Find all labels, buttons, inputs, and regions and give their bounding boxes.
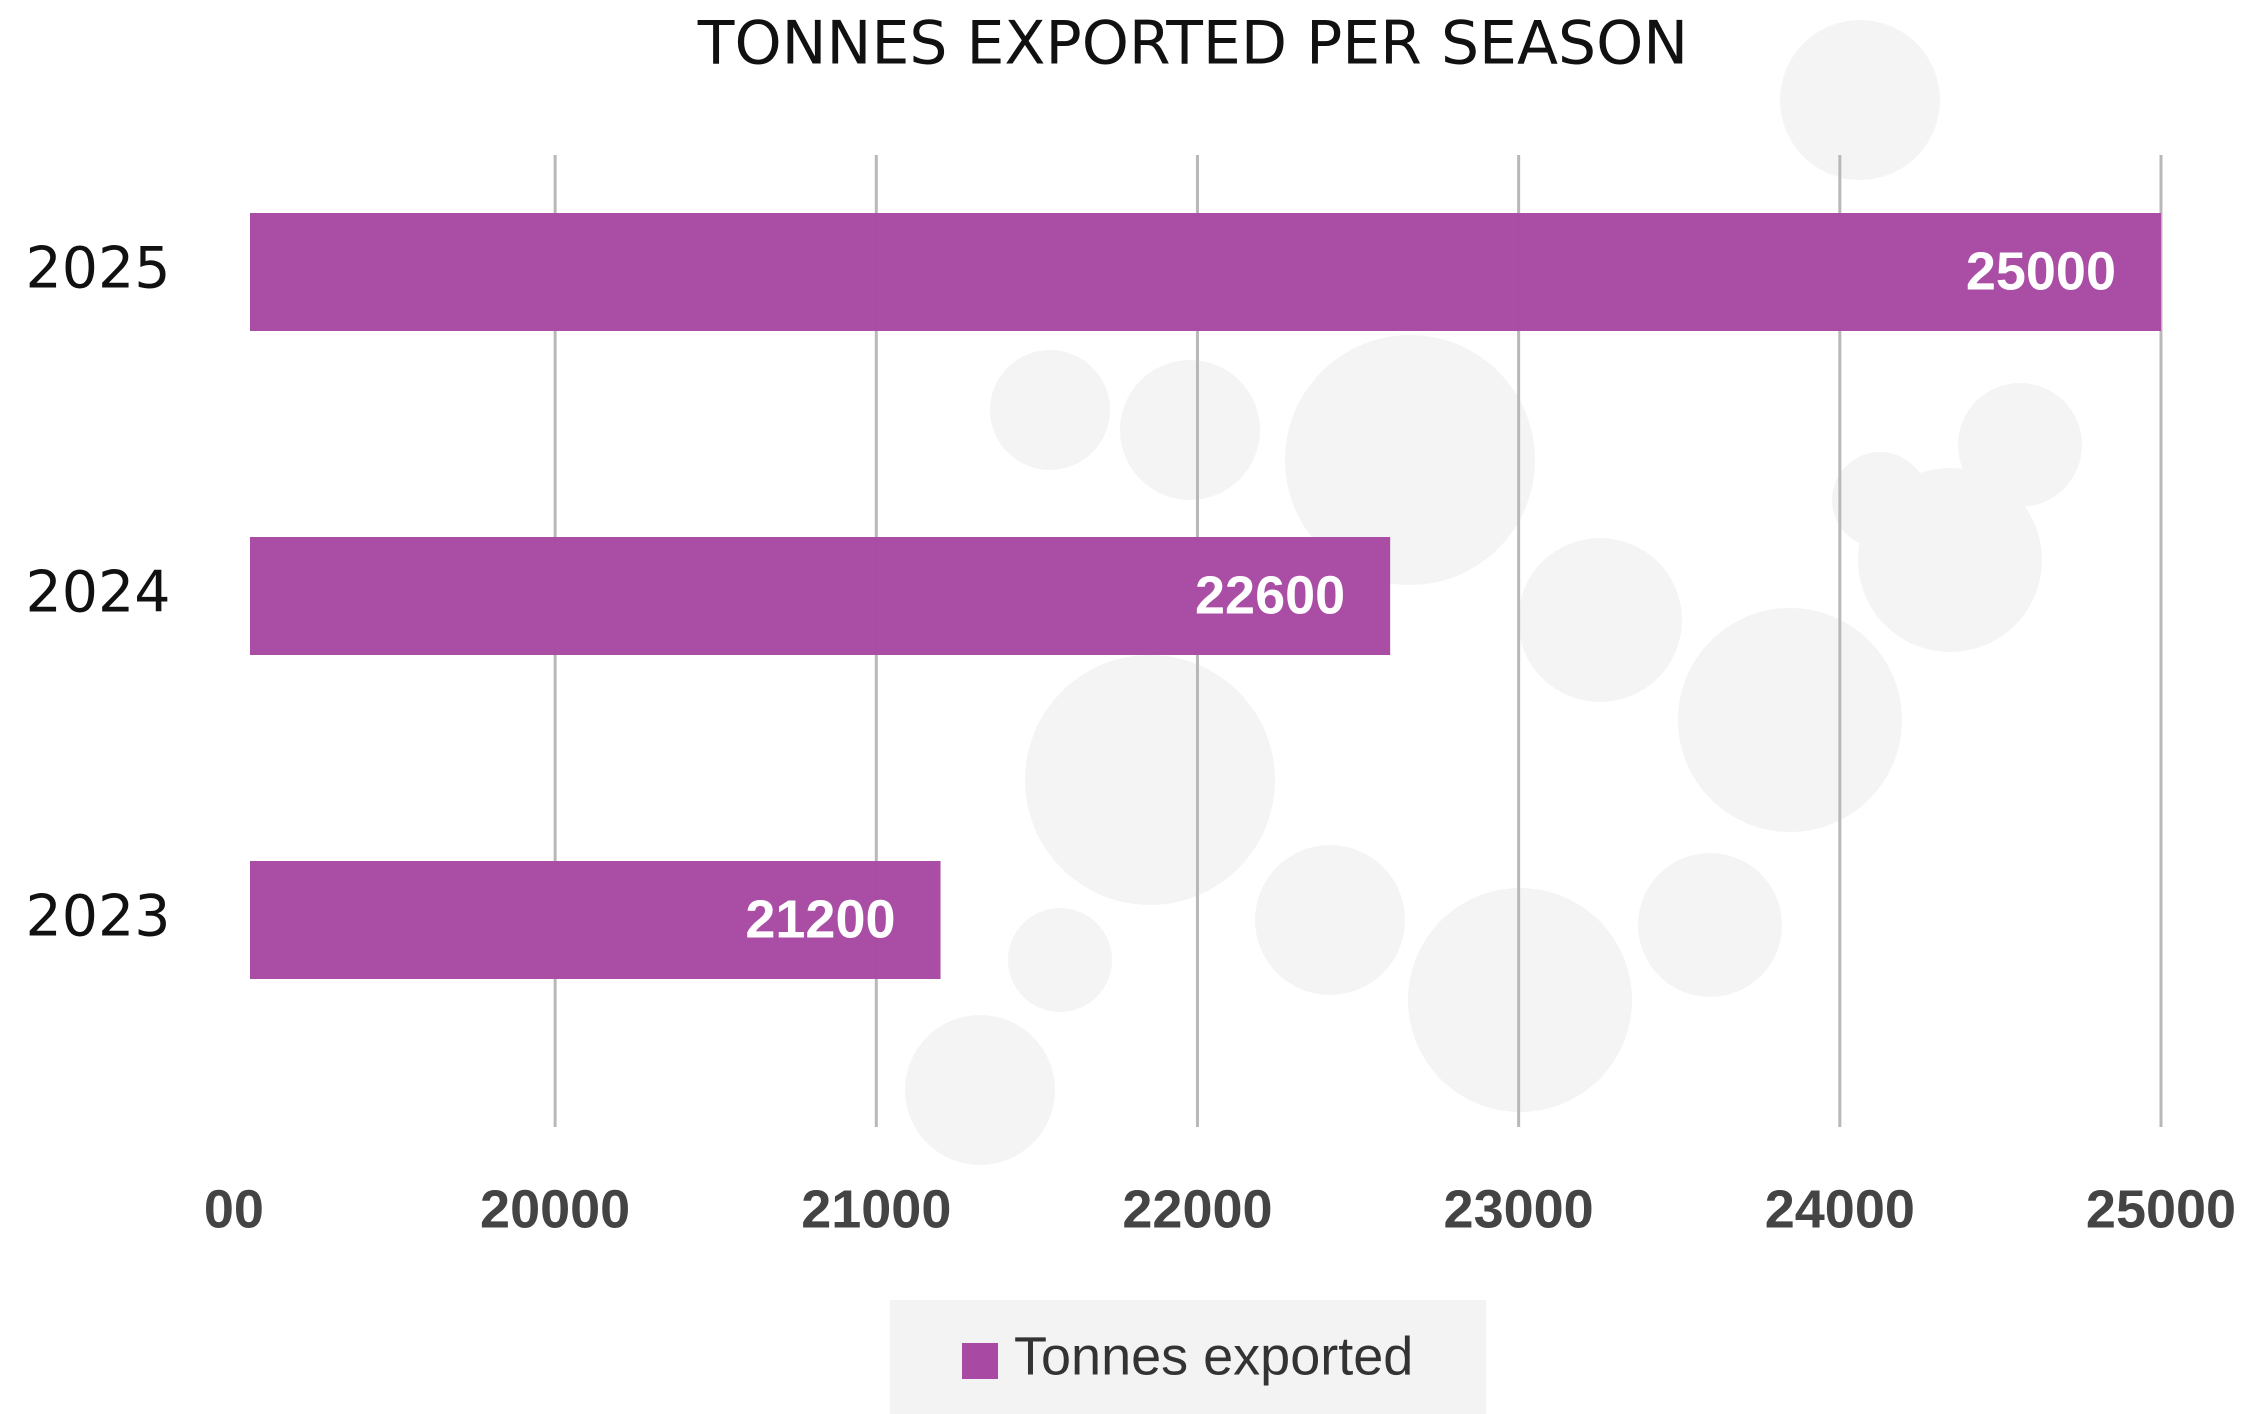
bar (250, 537, 1391, 655)
y-tick-label: 2025 (25, 236, 170, 302)
bar (250, 213, 2161, 331)
bars (250, 213, 2161, 979)
x-tick-label: 24000 (1765, 1179, 1915, 1239)
x-tick-label: 22000 (1122, 1179, 1272, 1239)
x-tick-label: 21000 (801, 1179, 951, 1239)
chart-title: TONNES EXPORTED PER SEASON (697, 9, 1688, 79)
x-tick-label: 23000 (1444, 1179, 1594, 1239)
labels: 00 20000 21000 22000 23000 24000 25000 2025 2500… (25, 236, 2236, 1240)
x-tick-label: 00 (204, 1179, 264, 1239)
legend: Tonnes exported (962, 1326, 1413, 1386)
x-tick-label: 20000 (480, 1179, 630, 1239)
legend-label: Tonnes exported (1014, 1326, 1413, 1386)
value-label: 21200 (745, 889, 895, 949)
value-label: 25000 (1966, 241, 2116, 301)
x-tick-label: 25000 (2086, 1179, 2236, 1239)
y-tick-label: 2024 (25, 560, 170, 626)
value-label: 22600 (1195, 565, 1345, 625)
bar (250, 861, 941, 979)
legend-swatch (962, 1343, 998, 1379)
y-tick-label: 2023 (25, 884, 170, 950)
